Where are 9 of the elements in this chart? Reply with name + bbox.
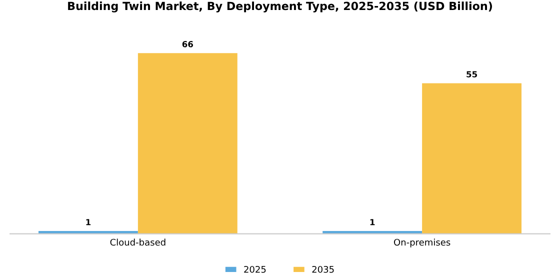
data-label: 66 bbox=[182, 40, 194, 48]
data-label: 1 bbox=[86, 219, 91, 226]
legend-label: 2035 bbox=[312, 266, 334, 273]
data-label: 55 bbox=[466, 71, 477, 78]
data-label: 1 bbox=[370, 219, 375, 226]
x-tick-label: Cloud-based bbox=[110, 238, 166, 246]
chart-title: Building Twin Market, By Deployment Type, 2025-2035 (USD Billion) bbox=[68, 2, 492, 12]
legend-label: 2025 bbox=[244, 266, 266, 273]
x-tick-label: On-premises bbox=[394, 238, 450, 248]
